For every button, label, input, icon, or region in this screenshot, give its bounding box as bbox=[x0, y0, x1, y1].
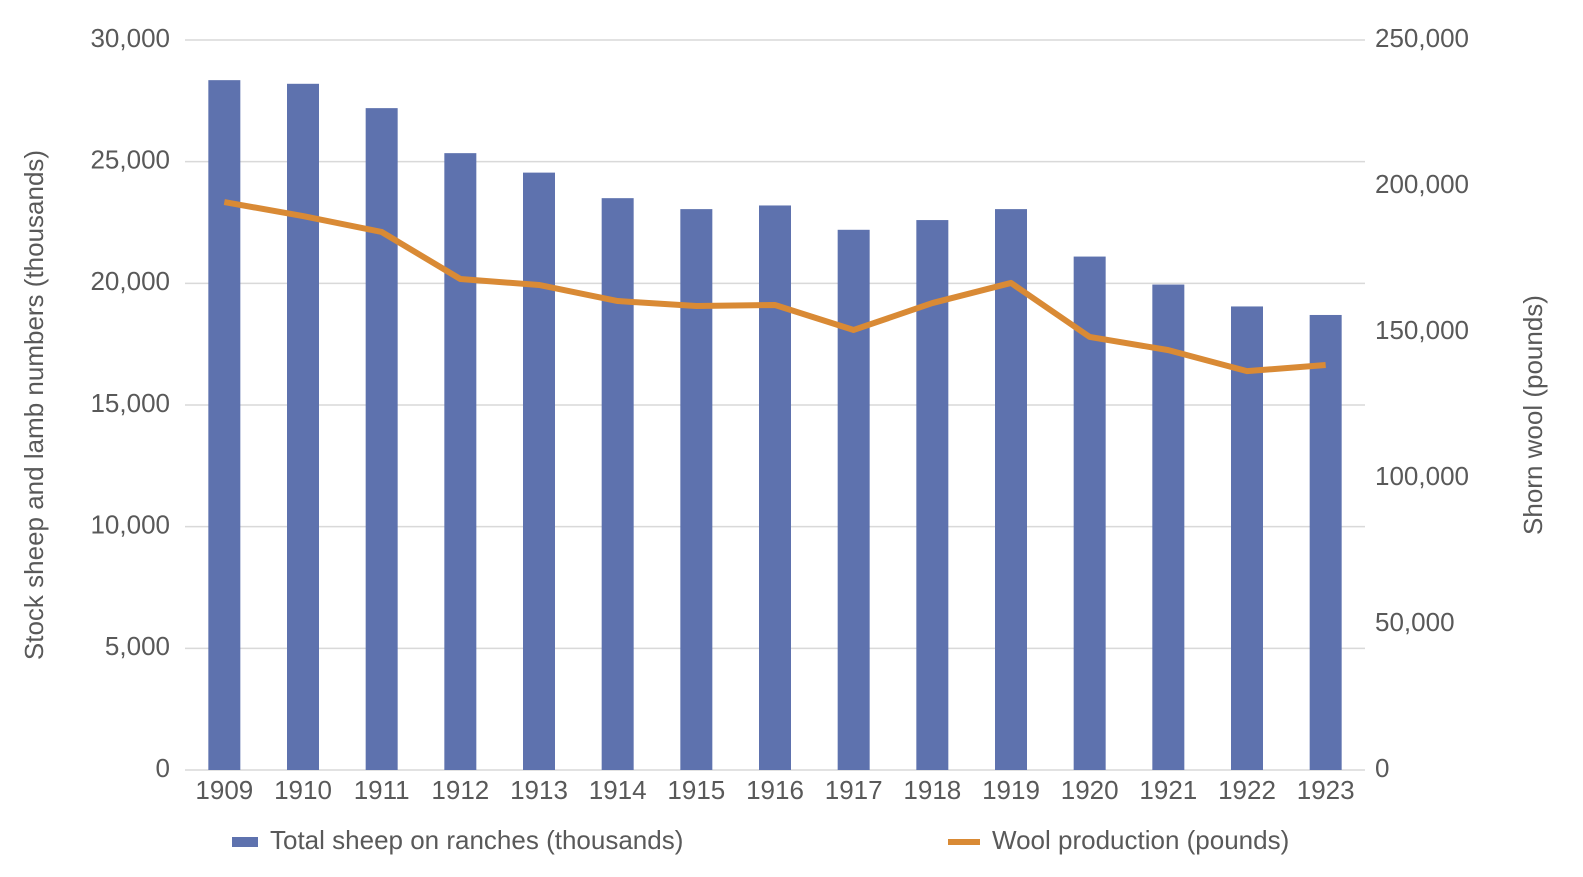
y2-tick-label: 0 bbox=[1375, 753, 1389, 783]
bar bbox=[680, 209, 713, 770]
line bbox=[223, 199, 1326, 375]
x-tick-label: 1919 bbox=[982, 775, 1040, 805]
bar bbox=[444, 153, 477, 770]
x-tick-label: 1915 bbox=[667, 775, 725, 805]
y2-tick-label: 50,000 bbox=[1375, 607, 1455, 637]
bar bbox=[837, 229, 870, 771]
bar bbox=[916, 220, 949, 771]
x-tick-label: 1922 bbox=[1218, 775, 1276, 805]
y2-tick-label: 200,000 bbox=[1375, 169, 1469, 199]
bar bbox=[523, 172, 555, 770]
y-tick-label: 15,000 bbox=[90, 388, 170, 418]
y-tick-label: 5,000 bbox=[105, 631, 170, 661]
x-tick-label: 1923 bbox=[1297, 775, 1355, 805]
x-tick-label: 1911 bbox=[354, 775, 410, 805]
bar bbox=[1152, 284, 1185, 770]
bar bbox=[365, 108, 398, 771]
x-tick-label: 1920 bbox=[1061, 775, 1119, 805]
legend-label: Total sheep on ranches (thousands) bbox=[270, 825, 683, 855]
y-tick-label: 10,000 bbox=[90, 510, 170, 540]
bar bbox=[287, 83, 319, 771]
bar bbox=[1073, 256, 1106, 771]
x-tick-label: 1910 bbox=[274, 775, 332, 805]
legend-label: Wool production (pounds) bbox=[992, 825, 1289, 855]
x-tick-label: 1913 bbox=[510, 775, 568, 805]
y-tick-label: 20,000 bbox=[90, 266, 170, 296]
y-tick-label: 0 bbox=[156, 753, 170, 783]
y2-tick-label: 100,000 bbox=[1375, 461, 1469, 491]
bar bbox=[1309, 314, 1342, 770]
y2-tick-label: 250,000 bbox=[1375, 23, 1469, 53]
x-tick-label: 1918 bbox=[903, 775, 961, 805]
x-tick-label: 1917 bbox=[825, 775, 883, 805]
y-axis-label: Stock sheep and lamb numbers (thousands) bbox=[19, 150, 49, 660]
bar bbox=[995, 209, 1027, 770]
legend-swatch bbox=[232, 837, 258, 847]
x-tick-label: 1916 bbox=[746, 775, 804, 805]
y-tick-label: 25,000 bbox=[90, 145, 170, 175]
bar bbox=[601, 198, 634, 770]
bar bbox=[208, 80, 241, 770]
x-tick-label: 1912 bbox=[431, 775, 489, 805]
x-tick-label: 1921 bbox=[1139, 775, 1197, 805]
y2-axis-label: Shorn wool (pounds) bbox=[1518, 295, 1548, 535]
y2-tick-label: 150,000 bbox=[1375, 315, 1469, 345]
y-tick-label: 30,000 bbox=[90, 23, 170, 53]
x-tick-label: 1914 bbox=[589, 775, 647, 805]
x-tick-label: 1909 bbox=[195, 775, 253, 805]
bar bbox=[1231, 306, 1263, 770]
bar bbox=[759, 205, 791, 770]
